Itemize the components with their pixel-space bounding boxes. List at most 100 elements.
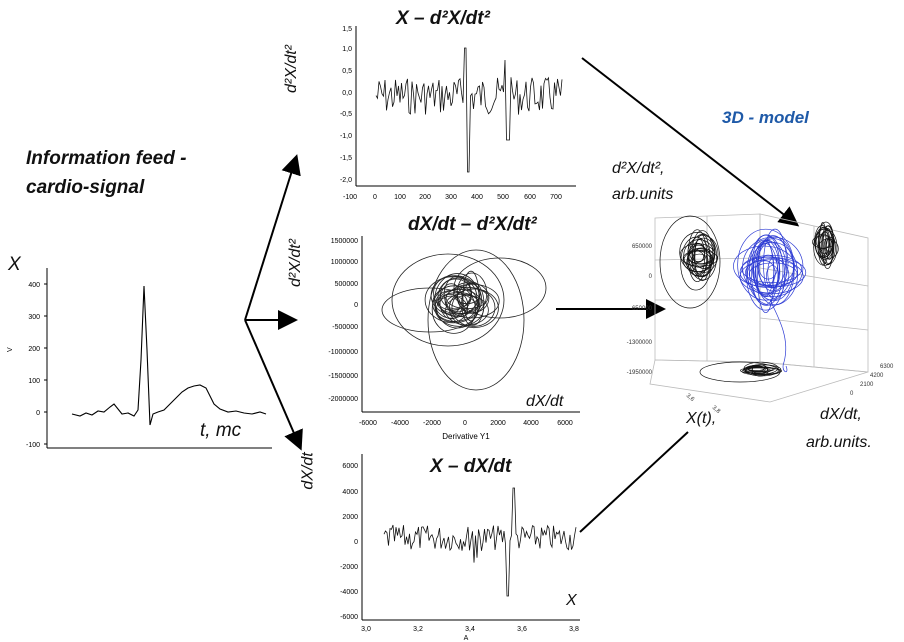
ecg-axis-v: V: [7, 347, 14, 352]
top-tick-x4: 300: [445, 194, 457, 201]
mid-tick-y1: 1000000: [331, 259, 358, 266]
mid-tick-y6: -1500000: [328, 373, 358, 380]
top-tick-x6: 500: [497, 194, 509, 201]
bot-tick-y0: 6000: [342, 463, 358, 470]
top-tick-x3: 200: [419, 194, 431, 201]
bottom-panel-trace: [383, 487, 577, 597]
top-panel-trace: [375, 47, 563, 173]
top-tick-x8: 700: [550, 194, 562, 201]
phase-loop: [822, 225, 835, 264]
phase-loop: [687, 247, 715, 265]
mid-tick-x1: -4000: [391, 420, 409, 427]
top-tick-x7: 600: [524, 194, 536, 201]
phase-loop: [757, 235, 789, 292]
info-feed-line2: cardio-signal: [26, 177, 145, 198]
phase-loop: [817, 226, 830, 265]
model-3d-y-label-1: dX/dt,: [820, 406, 862, 423]
info-feed-line1: Information feed -: [26, 148, 187, 169]
top-tick-y1: 1,0: [342, 46, 352, 53]
model-right-tick-2: 2100: [860, 382, 874, 388]
mid-tick-x6: 6000: [557, 420, 573, 427]
phase-loop: [679, 243, 716, 267]
model-3d-x-label: X(t),: [686, 410, 717, 427]
model-z-tick-4: -1950000: [627, 370, 653, 376]
phase-loop: [462, 270, 480, 322]
top-tick-y6: -1,5: [340, 155, 352, 162]
bot-tick-x3: 3,6: [517, 626, 527, 633]
line-bottom-to-3d: [579, 431, 689, 533]
mid-tick-x4: 2000: [490, 420, 506, 427]
phase-loop: [733, 245, 795, 287]
phase-loop: [826, 237, 833, 260]
model-right-tick-0: 6300: [880, 364, 894, 370]
bot-axis-a: A: [464, 635, 469, 642]
mid-tick-y7: -2000000: [328, 396, 358, 403]
top-tick-y5: -1,0: [340, 133, 352, 140]
phase-loop: [699, 361, 781, 383]
phase-loop: [814, 227, 833, 258]
ecg-x-label: t, mc: [200, 420, 242, 441]
middle-panel-title: dX/dt – d²X/dt²: [408, 214, 537, 235]
phase-loop: [818, 230, 838, 265]
mid-axis-derivative: Derivative Y1: [442, 432, 490, 441]
mid-tick-x2: -2000: [423, 420, 441, 427]
phase-loop: [748, 262, 798, 286]
model-z-tick-0: 650000: [632, 244, 653, 250]
arrow-top-to-3d: [581, 57, 800, 227]
bot-tick-y5: -4000: [340, 589, 358, 596]
mid-tick-x5: 4000: [523, 420, 539, 427]
middle-panel-x-label: dX/dt: [526, 393, 564, 410]
top-tick-x5: 400: [471, 194, 483, 201]
bottom-panel-x-label: X: [566, 592, 577, 609]
model-bottom-tick-0: 3,6: [685, 393, 696, 403]
model-3d-blue-trajectory: [733, 228, 807, 373]
top-tick-y7: -2,0: [340, 177, 352, 184]
top-tick-x2: 100: [394, 194, 406, 201]
phase-loop: [679, 231, 716, 273]
mid-tick-y5: -1000000: [328, 349, 358, 356]
mid-tick-y4: -500000: [332, 324, 358, 331]
top-tick-y3: 0,0: [342, 90, 352, 97]
phase-loop: [453, 257, 547, 319]
ecg-y-label: X: [8, 254, 21, 275]
top-tick-x1: 0: [373, 194, 377, 201]
phase-loop: [381, 287, 479, 333]
phase-loop: [693, 238, 706, 275]
mid-tick-x3: 0: [463, 420, 467, 427]
phase-loop: [659, 215, 721, 309]
model-bottom-tick-1: 3,8: [711, 405, 722, 415]
phase-loop: [456, 272, 488, 315]
model-right-tick-1: 4200: [870, 373, 884, 379]
bot-tick-x4: 3,8: [569, 626, 579, 633]
bot-tick-x1: 3,2: [413, 626, 423, 633]
top-tick-x0: -100: [343, 194, 357, 201]
top-tick-y2: 0,5: [342, 68, 352, 75]
mid-tick-y2: 500000: [335, 281, 358, 288]
model-3d-black-projections: [659, 215, 839, 383]
ecg-tick-100: 100: [28, 378, 40, 385]
bot-tick-x0: 3,0: [361, 626, 371, 633]
phase-loop: [690, 253, 709, 268]
bottom-panel-title: X – dX/dt: [430, 456, 512, 477]
model-3d-z-label-2: arb.units: [612, 186, 674, 203]
ecg-tick-neg100: -100: [26, 442, 40, 449]
phase-loop: [432, 285, 479, 322]
phase-loop: [461, 281, 485, 326]
phase-loop: [823, 237, 831, 255]
ecg-trace: [71, 285, 267, 426]
ecg-tick-200: 200: [28, 346, 40, 353]
middle-panel-phase-loops: [381, 249, 547, 391]
phase-loop: [427, 249, 525, 391]
phase-loop: [813, 228, 836, 266]
bot-tick-y6: -6000: [340, 614, 358, 621]
model-right-tick-3: 0: [850, 391, 854, 397]
arrow-to-top-panel: [244, 154, 301, 321]
model-3d-title: 3D - model: [722, 108, 809, 127]
phase-loop: [755, 240, 775, 297]
